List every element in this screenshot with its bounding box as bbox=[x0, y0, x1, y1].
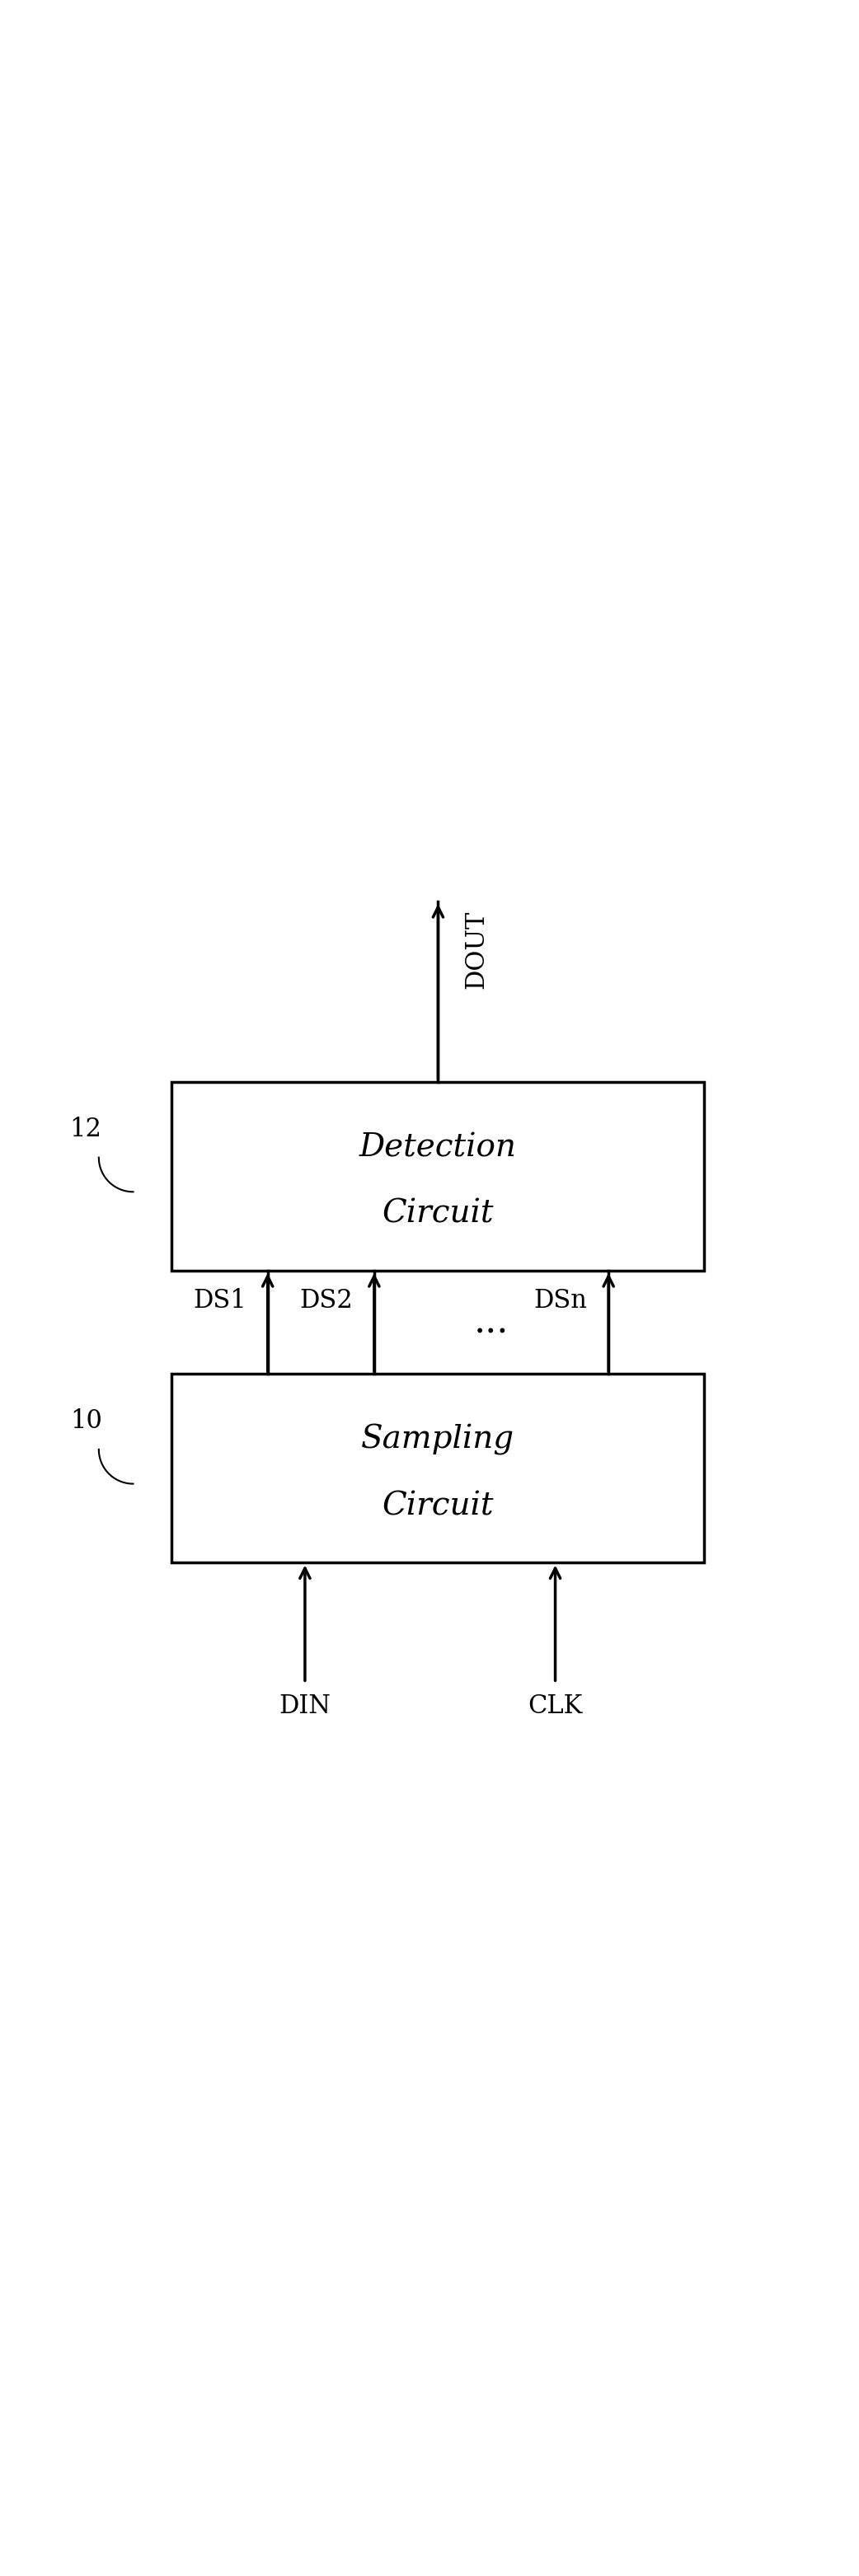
Text: DS1: DS1 bbox=[192, 1288, 247, 1314]
Text: Detection: Detection bbox=[359, 1133, 517, 1164]
Text: DS2: DS2 bbox=[299, 1288, 353, 1314]
Text: Circuit: Circuit bbox=[382, 1198, 494, 1229]
Text: DOUT: DOUT bbox=[464, 909, 490, 989]
Text: CLK: CLK bbox=[528, 1692, 582, 1718]
Text: DSn: DSn bbox=[533, 1288, 587, 1314]
Text: ...: ... bbox=[474, 1303, 509, 1340]
FancyBboxPatch shape bbox=[172, 1373, 704, 1564]
Text: 10: 10 bbox=[70, 1409, 102, 1435]
Text: Sampling: Sampling bbox=[362, 1425, 515, 1455]
Text: Circuit: Circuit bbox=[382, 1492, 494, 1522]
FancyBboxPatch shape bbox=[172, 1082, 704, 1270]
Text: 12: 12 bbox=[70, 1115, 102, 1141]
Text: DIN: DIN bbox=[279, 1692, 331, 1718]
